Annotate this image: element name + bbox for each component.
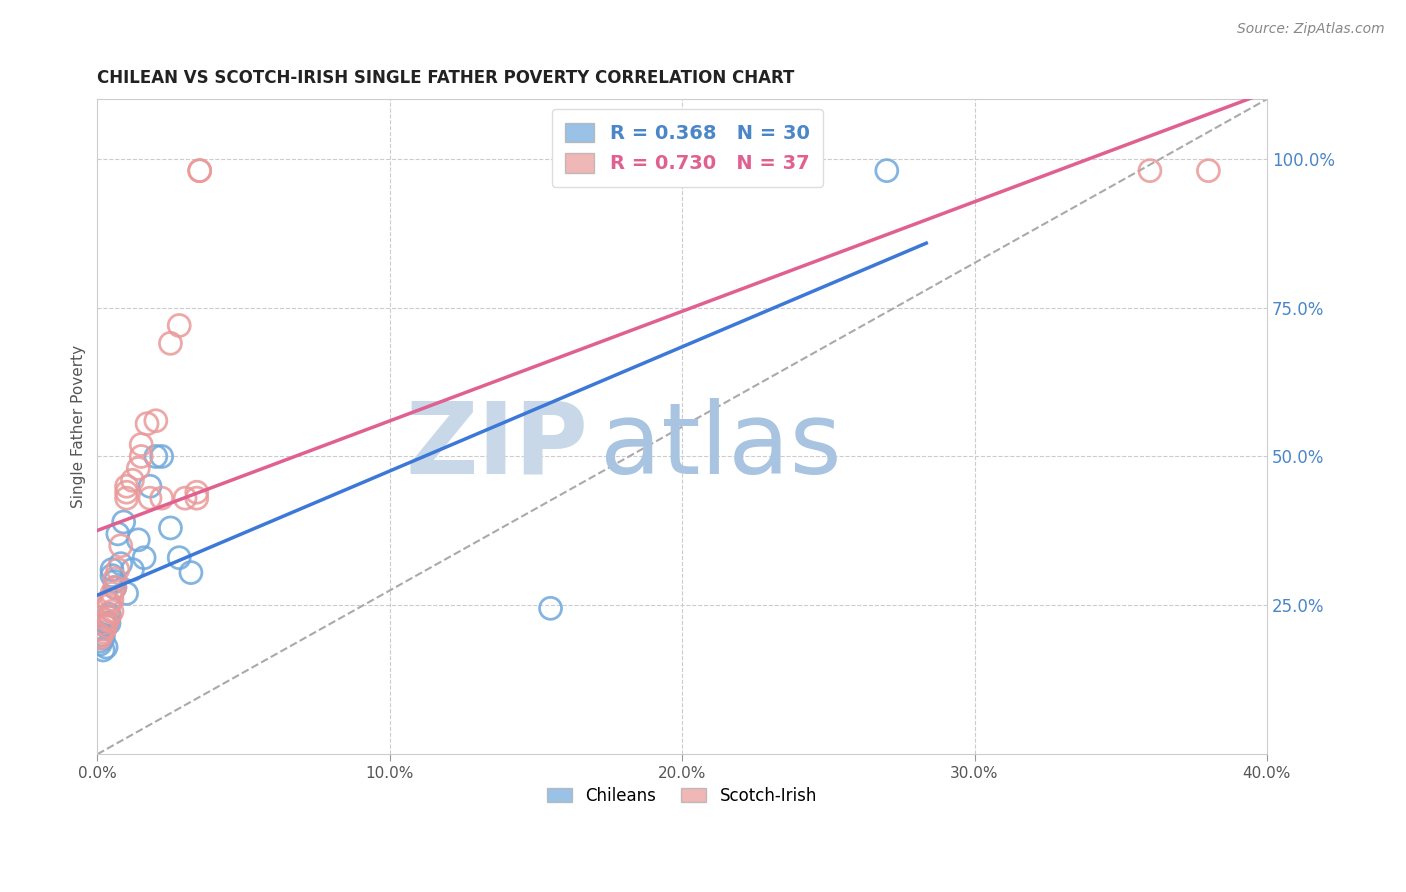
Point [91,643,114,657]
Point [104,572,127,586]
Point [94,640,117,654]
Point [1197,163,1219,178]
Point [98,595,121,609]
Point [107,563,129,577]
Point [101,586,124,600]
Point [145,450,167,464]
Text: CHILEAN VS SCOTCH-IRISH SINGLE FATHER POVERTY CORRELATION CHART: CHILEAN VS SCOTCH-IRISH SINGLE FATHER PO… [97,69,794,87]
Point [94,613,117,627]
Point [150,450,173,464]
Point [159,336,181,351]
Point [115,491,138,505]
Point [98,610,121,624]
Point [91,616,114,631]
Point [121,563,143,577]
Point [540,601,562,615]
Point [186,491,208,505]
Point [107,527,129,541]
Point [188,163,211,178]
Point [150,491,173,505]
Text: ZIP: ZIP [406,398,589,495]
Point [104,574,127,589]
Point [104,581,127,595]
Point [115,479,138,493]
Point [101,563,124,577]
Point [89,628,111,642]
Point [101,592,124,607]
Point [112,515,135,529]
Point [98,607,121,622]
Point [101,568,124,582]
Point [110,557,132,571]
Point [121,473,143,487]
Point [91,625,114,640]
Legend: Chileans, Scotch-Irish: Chileans, Scotch-Irish [540,780,824,812]
Point [134,550,156,565]
Text: Source: ZipAtlas.com: Source: ZipAtlas.com [1237,22,1385,37]
Point [89,637,111,651]
Point [139,479,162,493]
Point [98,599,121,613]
Point [127,461,149,475]
Y-axis label: Single Father Poverty: Single Father Poverty [72,345,86,508]
Point [101,604,124,618]
Point [115,586,138,600]
Point [89,634,111,648]
Point [91,628,114,642]
Point [115,485,138,500]
Point [129,437,152,451]
Point [91,631,114,645]
Point [1139,163,1161,178]
Point [876,163,898,178]
Point [104,581,127,595]
Point [110,539,132,553]
Point [139,491,162,505]
Point [174,491,197,505]
Point [91,622,114,636]
Text: atlas: atlas [600,398,842,495]
Point [94,616,117,631]
Point [186,485,208,500]
Point [127,533,149,547]
Point [167,550,190,565]
Point [98,616,121,631]
Point [98,610,121,624]
Point [89,631,111,645]
Point [188,163,211,178]
Point [94,619,117,633]
Point [94,619,117,633]
Point [180,566,202,580]
Point [145,414,167,428]
Point [136,417,159,431]
Point [159,521,181,535]
Point [167,318,190,333]
Point [129,450,152,464]
